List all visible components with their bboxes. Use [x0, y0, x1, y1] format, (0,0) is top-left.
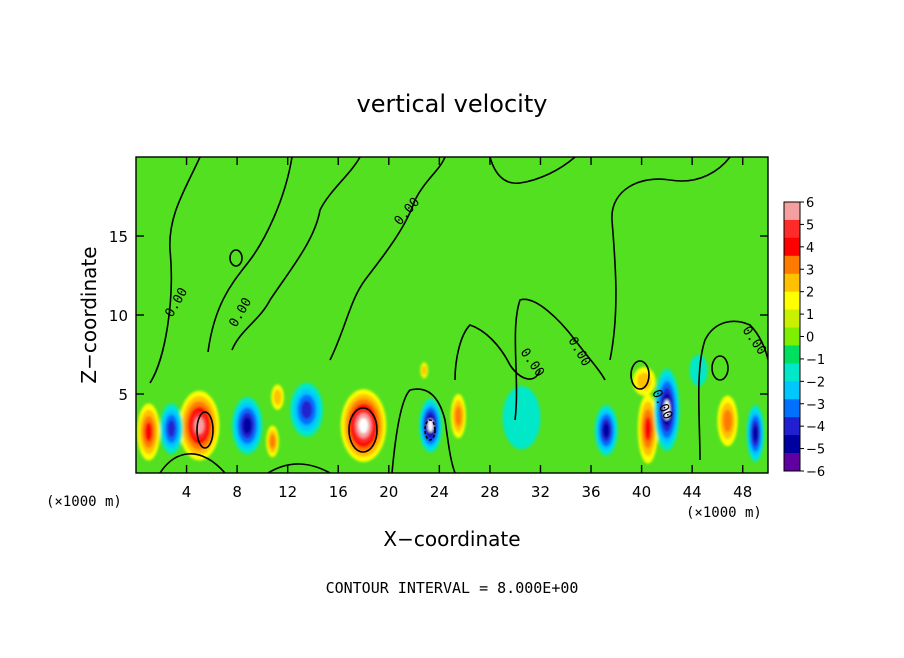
colorbar-swatch — [784, 399, 800, 418]
contour-zero-line — [231, 157, 361, 351]
colorbar-swatch — [784, 219, 800, 239]
y-tick-label: 10 — [109, 307, 128, 325]
contour-zero-line — [207, 157, 293, 353]
x-tick-label: 20 — [379, 483, 398, 501]
x-axis-label: X−coordinate — [383, 527, 520, 551]
velocity-field — [137, 354, 765, 464]
y-tick-label: 15 — [109, 228, 128, 246]
colorbar-swatch — [784, 363, 800, 382]
y-axis: 5 10 15 — [109, 228, 768, 404]
x-tick-label: 12 — [278, 483, 297, 501]
contour-zero-line — [489, 157, 576, 184]
colorbar-swatch — [784, 345, 800, 364]
contour-closed — [229, 249, 243, 267]
contour-zero-line — [391, 388, 456, 473]
velocity-cell — [723, 409, 733, 433]
contour-zero-line — [609, 157, 731, 361]
velocity-cell — [269, 434, 276, 449]
velocity-cell — [637, 372, 652, 391]
colorbar-swatch — [784, 255, 800, 275]
velocity-cell — [454, 406, 462, 426]
colorbar-swatch — [784, 453, 800, 472]
x-unit-left: (×1000 m) — [46, 494, 122, 510]
chart-title: vertical velocity — [357, 90, 548, 118]
colorbar-tick-label: −5 — [806, 443, 825, 458]
velocity-cell — [502, 386, 541, 450]
x-tick-label: 4 — [182, 483, 192, 501]
colorbar-tick-label: −3 — [806, 398, 825, 413]
x-unit-right: (×1000 m) — [686, 505, 762, 521]
colorbar-tick-label: 0 — [806, 331, 814, 346]
x-tick-label: 8 — [232, 483, 242, 501]
contour-zero-line — [697, 320, 768, 461]
velocity-cell — [273, 389, 282, 405]
colorbar-tick-label: −6 — [806, 465, 825, 480]
contour-zero-line — [454, 324, 541, 381]
contour-interval-footer: CONTOUR INTERVAL = 8.000E+00 — [326, 579, 579, 597]
colorbar-tick-label: 4 — [806, 241, 814, 256]
contour-lines — [149, 157, 768, 473]
velocity-cell — [689, 354, 708, 387]
colorbar-tick-label: 6 — [806, 196, 814, 211]
contour-closed — [630, 360, 650, 390]
velocity-cell — [144, 422, 153, 442]
y-tick-label: 5 — [118, 386, 128, 404]
contour-closed — [711, 355, 729, 381]
contour-closed — [348, 407, 378, 453]
colorbar-tick-label: −1 — [806, 353, 825, 368]
velocity-cell — [300, 400, 313, 420]
velocity-cell — [602, 423, 610, 438]
x-tick-label: 44 — [683, 483, 702, 501]
colorbar-swatch — [784, 202, 800, 221]
contour-closed — [424, 419, 436, 441]
colorbar-tick-label: 5 — [806, 218, 814, 233]
x-tick-label: 40 — [632, 483, 651, 501]
colorbar-swatch — [784, 273, 800, 293]
velocity-cell — [427, 419, 434, 433]
velocity-cell — [358, 417, 369, 434]
contour-zero-line — [159, 453, 226, 473]
velocity-cell — [421, 365, 427, 376]
colorbar-tick-label: 3 — [806, 263, 814, 278]
colorbar-tick-label: 2 — [806, 286, 814, 301]
velocity-cell — [663, 399, 670, 420]
x-tick-label: 24 — [430, 483, 449, 501]
x-tick-label: 28 — [480, 483, 499, 501]
colorbar-swatch — [784, 417, 800, 436]
y-axis-label: Z−coordinate — [77, 246, 101, 383]
colorbar-tick-label: −4 — [806, 420, 825, 435]
velocity-cell — [644, 416, 652, 441]
x-tick-label: 48 — [733, 483, 752, 501]
plot-area: 0.00 0.00 0.00 0.00 0.00 0.00 0.00 — [136, 157, 768, 473]
velocity-cell — [242, 417, 252, 434]
colorbar-tick-label: −2 — [806, 375, 825, 390]
x-tick-label: 36 — [581, 483, 600, 501]
colorbar-swatch — [784, 291, 800, 311]
x-tick-label: 16 — [329, 483, 348, 501]
colorbar: 6 5 4 3 2 1 0 −1 −2 −3 −4 −5 −6 — [783, 196, 825, 480]
colorbar-tick-label: 1 — [806, 308, 814, 323]
colorbar-swatch — [784, 237, 800, 257]
colorbar-swatch — [784, 309, 800, 329]
contour-closed — [196, 411, 214, 449]
velocity-cell — [752, 425, 758, 442]
velocity-cell — [167, 419, 176, 438]
contour-zero-line — [329, 157, 446, 361]
colorbar-swatch — [784, 327, 800, 346]
contour-zero-line — [267, 463, 331, 473]
x-tick-label: 32 — [531, 483, 550, 501]
x-axis: 4 8 12 16 20 24 28 32 36 40 44 48 — [182, 157, 752, 501]
colorbar-swatch — [784, 381, 800, 400]
colorbar-swatch — [784, 435, 800, 454]
contour-zero-line — [514, 298, 606, 421]
contour-zero-line — [149, 157, 201, 384]
